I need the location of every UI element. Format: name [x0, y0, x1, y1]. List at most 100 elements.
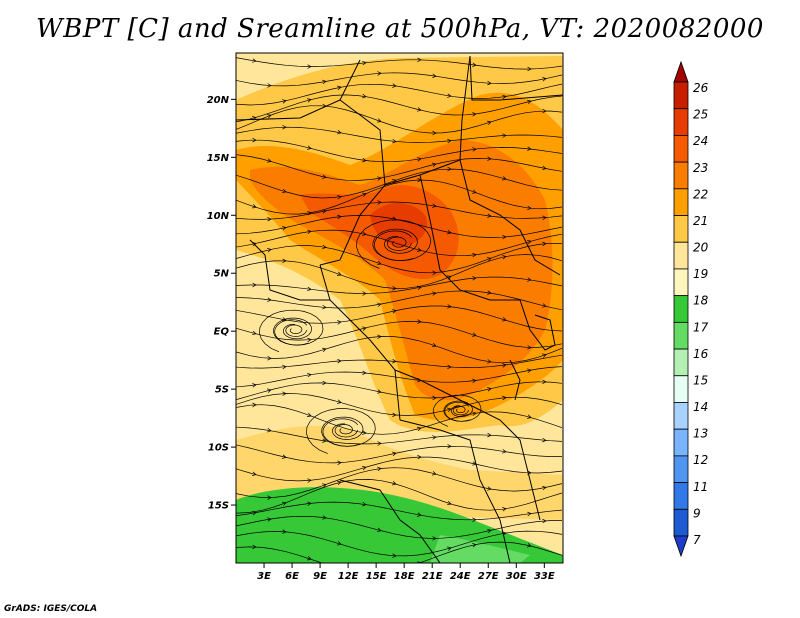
colorbar-swatch [673, 81, 689, 110]
streamline [236, 467, 563, 498]
longitude-axis: 3E 6E 9E 12E 15E 18E 21E 24E 27E 30E 33E [257, 563, 555, 582]
streamline-arrow [527, 543, 532, 548]
lake-outline [509, 359, 521, 401]
streamline-arrow [322, 347, 327, 353]
lat-tick-label: 10N [207, 211, 230, 222]
streamline [356, 219, 432, 269]
streamline-arrow [502, 506, 507, 512]
streamline [236, 94, 563, 123]
streamline-arrow [487, 528, 492, 534]
streamline-arrow [417, 285, 422, 290]
colorbar-label: 23 [693, 161, 708, 175]
streamline-arrow [417, 454, 422, 460]
streamline-arrow [307, 286, 312, 292]
colorbar-label: 19 [693, 267, 708, 281]
border-line [339, 479, 441, 563]
streamline-arrow [502, 317, 507, 322]
streamline-arrow [417, 157, 422, 162]
streamline-arrow [487, 359, 492, 364]
streamline-arrow [267, 428, 272, 433]
streamline [321, 416, 364, 447]
streamline-arrow [392, 83, 397, 88]
colorbar-swatch [673, 135, 689, 163]
streamline-arrow [472, 378, 477, 383]
streamline-arrow [377, 527, 382, 533]
streamline [236, 201, 563, 220]
streamline-arrow [337, 320, 342, 325]
colorbar-label: 22 [693, 187, 708, 201]
lon-tick-label: 9E [313, 571, 327, 582]
streamline-arrow [487, 156, 492, 161]
streamline-arrow [252, 116, 257, 121]
streamline-arrow [337, 480, 342, 486]
streamline-arrow [362, 93, 367, 99]
streamline-arrow [337, 130, 342, 135]
colorbar-swatch [673, 402, 689, 430]
streamline-arrow [432, 342, 437, 348]
streamline-arrow [252, 402, 257, 408]
streamline-arrow [361, 192, 367, 197]
streamline-arrow [527, 205, 532, 211]
colorbar-label: 20 [693, 241, 709, 255]
streamline-arrow [471, 189, 477, 194]
streamline-arrow [282, 125, 287, 130]
streamline [236, 72, 563, 87]
lon-tick-label: 24E [450, 571, 471, 582]
streamline-arrow [502, 449, 507, 454]
colorbar-swatch [673, 108, 689, 136]
streamline-arrow [447, 407, 452, 412]
streamline [236, 290, 563, 311]
streamline-arrow [322, 79, 327, 85]
streamline [432, 394, 482, 427]
latitude-axis: 20N 15N 10N 5N EQ 5S 10S 15S [207, 95, 236, 512]
streamline [236, 336, 563, 364]
streamline-arrow [252, 383, 257, 388]
streamline-arrow [487, 486, 492, 491]
streamline-arrow [377, 441, 382, 446]
streamline-arrow [432, 536, 437, 541]
border-line [459, 159, 561, 276]
streamline-arrow [472, 411, 477, 416]
streamline [236, 179, 563, 215]
streamline-arrow [362, 466, 367, 471]
streamline-arrow [502, 395, 507, 401]
streamline [285, 324, 307, 337]
border-line [419, 174, 520, 301]
streamline-arrow [502, 254, 507, 260]
streamline-arrow [377, 176, 382, 181]
streamline [236, 229, 563, 257]
streamline [236, 426, 563, 445]
streamline-arrow [472, 252, 477, 258]
streamline-arrow [322, 305, 327, 310]
streamline-arrow [542, 165, 547, 171]
streamline-arrow [282, 454, 287, 459]
streamline-arrow [447, 138, 452, 144]
streamline-arrow [487, 432, 492, 438]
streamline [236, 501, 563, 521]
streamline-arrow [282, 317, 287, 322]
border-line [236, 59, 361, 121]
lat-tick-label: 5N [214, 269, 230, 280]
streamline-arrow [322, 174, 327, 179]
map-title: WBPT [C] and Sreamline at 500hPa, VT: 20… [36, 14, 764, 44]
streamline-arrow [281, 501, 287, 506]
streamline-arrow [282, 258, 287, 264]
streamline [452, 405, 469, 416]
colorbar-label: 9 [693, 506, 701, 520]
streamline-arrow [322, 515, 327, 520]
streamline-arrow [432, 471, 437, 476]
colorbar-label: 14 [693, 400, 708, 414]
streamline-arrow [527, 240, 532, 245]
streamline [236, 242, 563, 274]
colorbar-swatch [673, 188, 689, 216]
streamline-arrow [322, 103, 327, 109]
streamline-arrow [392, 139, 397, 144]
streamline-arrow [282, 188, 287, 194]
streamline-arrow [267, 495, 272, 500]
streamline [443, 400, 473, 422]
streamline-arrow [377, 260, 382, 266]
streamline-arrow [472, 332, 477, 337]
colorbar-label: 25 [693, 108, 708, 122]
streamline-arrow [337, 85, 342, 91]
streamline-arrow [376, 118, 382, 123]
